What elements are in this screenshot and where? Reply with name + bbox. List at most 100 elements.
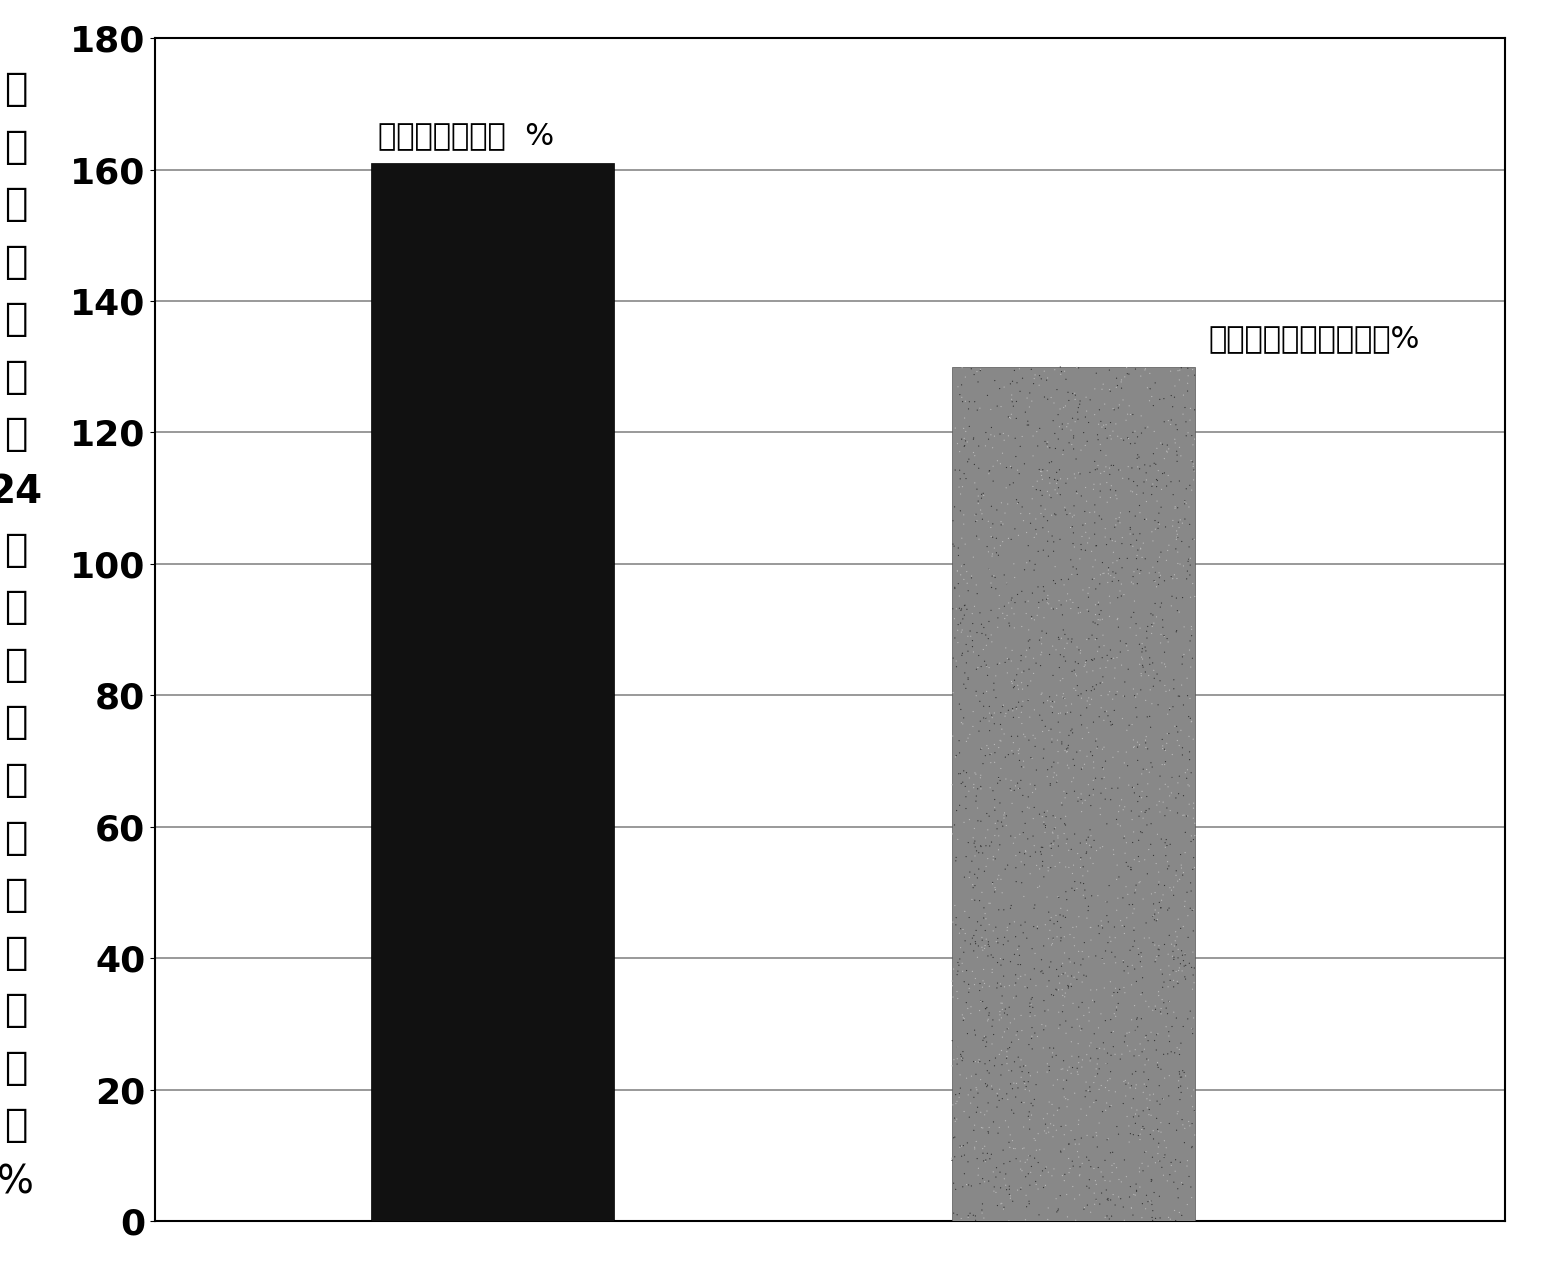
Point	[1094, 892, 1119, 912]
Point	[1041, 752, 1066, 772]
Point	[968, 500, 993, 520]
Point	[1091, 625, 1116, 645]
Point	[1006, 939, 1031, 959]
Point	[976, 1063, 1001, 1084]
Point	[964, 659, 989, 679]
Point	[1068, 391, 1093, 411]
Point	[1150, 434, 1175, 454]
Point	[1175, 668, 1200, 688]
Point	[964, 791, 989, 812]
Point	[1048, 357, 1072, 378]
Point	[995, 917, 1020, 937]
Point	[1167, 510, 1192, 530]
Point	[1031, 936, 1055, 957]
Point	[1058, 965, 1083, 986]
Point	[1111, 1094, 1136, 1114]
Point	[1131, 1062, 1156, 1082]
Point	[967, 1174, 992, 1194]
Point	[964, 920, 989, 940]
Point	[1147, 1207, 1172, 1227]
Point	[1169, 954, 1193, 974]
Point	[950, 619, 975, 640]
Point	[1049, 1142, 1074, 1163]
Point	[1010, 823, 1035, 843]
Point	[1110, 655, 1135, 675]
Point	[987, 1044, 1012, 1065]
Point	[1037, 687, 1062, 707]
Point	[1065, 843, 1090, 864]
Point	[987, 1010, 1012, 1030]
Point	[1114, 1035, 1139, 1056]
Point	[1052, 1164, 1077, 1184]
Point	[1142, 571, 1167, 591]
Point	[981, 673, 1006, 693]
Point	[1144, 438, 1169, 458]
Point	[1006, 659, 1031, 679]
Point	[1007, 463, 1032, 483]
Point	[1125, 426, 1150, 446]
Point	[965, 798, 990, 818]
Point	[1110, 468, 1135, 488]
Point	[1040, 505, 1065, 525]
Point	[1055, 1207, 1080, 1227]
Point	[1162, 499, 1187, 519]
Point	[1082, 474, 1107, 495]
Point	[1119, 1098, 1144, 1118]
Point	[1040, 822, 1065, 842]
Point	[1105, 982, 1130, 1002]
Point	[1116, 404, 1141, 425]
Point	[1086, 609, 1111, 630]
Point	[1065, 558, 1090, 579]
Point	[1156, 944, 1181, 964]
Point	[1037, 1038, 1062, 1058]
Point	[999, 590, 1024, 611]
Point	[1135, 1089, 1159, 1109]
Point	[1017, 1146, 1041, 1166]
Point	[970, 1118, 995, 1138]
Point	[1166, 360, 1190, 380]
Point	[1004, 698, 1029, 719]
Point	[1052, 1170, 1077, 1191]
Point	[1166, 1071, 1190, 1091]
Point	[1060, 719, 1085, 739]
Point	[1181, 921, 1206, 941]
Point	[995, 1089, 1020, 1109]
Point	[1041, 929, 1066, 949]
Point	[1043, 818, 1068, 838]
Point	[1035, 368, 1060, 388]
Point	[958, 416, 982, 436]
Point	[1097, 1080, 1122, 1100]
Point	[964, 361, 989, 382]
Point	[968, 739, 993, 759]
Point	[1068, 464, 1093, 485]
Point	[968, 991, 993, 1011]
Point	[1094, 534, 1119, 555]
Point	[1183, 826, 1207, 846]
Point	[1082, 1024, 1107, 1044]
Point	[1074, 1105, 1099, 1126]
Point	[1124, 1174, 1148, 1194]
Point	[1069, 486, 1094, 506]
Point	[1024, 524, 1049, 544]
Point	[956, 1085, 981, 1105]
Point	[1125, 457, 1150, 477]
Point	[1020, 748, 1044, 768]
Point	[1147, 502, 1172, 523]
Point	[947, 1084, 972, 1104]
Point	[1122, 920, 1147, 940]
Point	[1076, 946, 1100, 967]
Point	[976, 915, 1001, 935]
Point	[987, 1001, 1012, 1021]
Point	[1066, 1047, 1091, 1067]
Point	[1178, 709, 1203, 729]
Point	[1080, 612, 1105, 632]
Point	[944, 747, 968, 767]
Point	[1046, 965, 1071, 986]
Point	[1020, 391, 1044, 411]
Point	[1117, 501, 1142, 522]
Point	[982, 813, 1007, 833]
Point	[1037, 720, 1062, 740]
Point	[1079, 1202, 1103, 1222]
Point	[975, 735, 999, 756]
Point	[1060, 1177, 1085, 1197]
